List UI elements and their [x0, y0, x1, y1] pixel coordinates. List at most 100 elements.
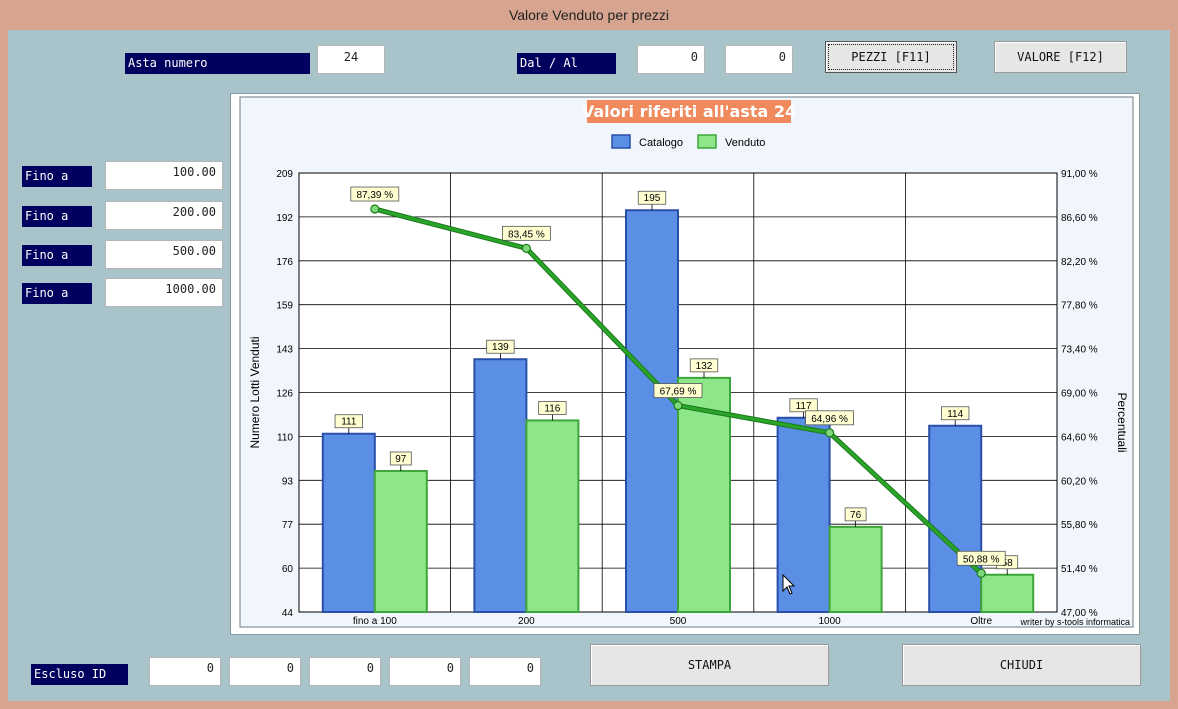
dal-al-label: Dal / Al: [517, 53, 616, 74]
percent-label-box: [501, 225, 551, 241]
data-label-box: [637, 190, 667, 205]
pezzi-button[interactable]: PEZZI [F11]: [825, 41, 957, 73]
chart-footer: writer by s-tools informatica: [1019, 617, 1130, 627]
legend-swatch-venduto: [697, 134, 717, 149]
fino-a-field-3[interactable]: 500.00: [105, 240, 223, 269]
percent-label: 83,45 %: [508, 229, 545, 240]
escluso-id-field-1[interactable]: 0: [149, 657, 221, 686]
legend-label-catalogo: Catalogo: [639, 137, 683, 149]
y2-tick-label: 69,00 %: [1061, 389, 1098, 400]
data-label-box: [844, 507, 867, 522]
percent-label: 87,39 %: [356, 190, 393, 201]
data-label-catalogo: 139: [492, 342, 509, 353]
y-tick-label: 126: [276, 389, 293, 400]
percent-point: [370, 204, 380, 214]
data-label-catalogo: 117: [796, 401, 812, 412]
x-tick-label: 500: [670, 616, 687, 627]
chart: 209 91,00 % 192 86,60 % 176 82,20 % 159 77,80 %…: [239, 96, 1134, 628]
bar-venduto: [525, 419, 580, 613]
percent-label-box: [350, 186, 400, 202]
chart-panel: 209 91,00 % 192 86,60 % 176 82,20 % 159 77,80 %…: [230, 93, 1140, 635]
window-title: Valore Venduto per prezzi: [508, 7, 670, 23]
percent-label-box: [956, 550, 1006, 566]
y-tick-label: 60: [282, 564, 294, 575]
y-axis-title: Numero Lotti Venduti: [248, 336, 262, 448]
valore-button[interactable]: VALORE [F12]: [994, 41, 1127, 73]
data-label-venduto: 116: [544, 403, 560, 414]
escluso-id-label: Escluso ID: [31, 664, 128, 685]
mouse-cursor-icon: [782, 574, 796, 595]
y-tick-label: 77: [282, 520, 294, 531]
fino-a-field-2[interactable]: 200.00: [105, 201, 223, 230]
legend-swatch-catalogo: [611, 134, 631, 149]
y-tick-label: 176: [276, 257, 293, 268]
percent-point: [976, 568, 986, 578]
fino-a-field-4[interactable]: 1000.00: [105, 278, 223, 307]
bar-venduto: [980, 573, 1035, 614]
data-label-catalogo: 195: [644, 193, 661, 204]
y2-axis-title: Percentuali: [1115, 392, 1129, 452]
bar-catalogo: [928, 424, 983, 613]
data-label-box: [538, 401, 567, 415]
data-label-venduto: 58: [1002, 558, 1014, 569]
asta-numero-field[interactable]: 24: [317, 45, 385, 74]
y-tick-label: 110: [277, 432, 293, 443]
escluso-id-field-2[interactable]: 0: [229, 657, 301, 686]
y-tick-label: 192: [276, 213, 293, 224]
x-tick-label: fino a 100: [353, 616, 397, 627]
y2-tick-label: 82,20 %: [1061, 257, 1098, 268]
fino-a-label-3: Fino a: [22, 245, 92, 266]
percent-point: [824, 428, 835, 438]
y-tick-label: 44: [282, 608, 294, 619]
y-tick-label: 209: [276, 169, 293, 180]
data-label-box: [689, 358, 719, 373]
bar-venduto: [828, 525, 883, 613]
fino-a-label-1: Fino a: [22, 166, 92, 187]
data-label-box: [389, 451, 412, 466]
bar-catalogo: [321, 432, 376, 613]
al-field[interactable]: 0: [725, 45, 793, 74]
y2-tick-label: 51,40 %: [1061, 564, 1098, 575]
chiudi-button[interactable]: CHIUDI: [902, 644, 1141, 686]
x-tick-label: 200: [518, 616, 535, 627]
percent-point: [673, 400, 683, 411]
stampa-button[interactable]: STAMPA: [590, 644, 829, 686]
data-label-box: [789, 398, 818, 413]
y2-tick-label: 47,00 %: [1061, 608, 1098, 619]
data-label-catalogo: 114: [947, 409, 963, 420]
escluso-id-field-4[interactable]: 0: [389, 657, 461, 686]
percent-label: 50,88 %: [963, 554, 1000, 565]
escluso-id-field-5[interactable]: 0: [469, 657, 541, 686]
y2-tick-label: 60,20 %: [1061, 476, 1098, 487]
y2-tick-label: 73,40 %: [1061, 345, 1098, 356]
percent-label-box: [653, 383, 703, 398]
y-tick-label: 143: [276, 345, 293, 356]
y2-tick-label: 91,00 %: [1061, 169, 1098, 180]
fino-a-label-2: Fino a: [22, 206, 92, 227]
data-label-catalogo: 111: [341, 417, 357, 428]
x-tick-label: Oltre: [970, 616, 992, 627]
percent-label: 67,69 %: [660, 387, 697, 398]
data-label-venduto: 132: [696, 361, 713, 372]
data-label-box: [334, 414, 363, 429]
fino-a-label-4: Fino a: [22, 283, 92, 304]
data-label-box: [941, 406, 970, 421]
asta-numero-label: Asta numero: [125, 53, 310, 74]
data-label-venduto: 97: [395, 454, 407, 465]
x-tick-label: 1000: [818, 616, 841, 627]
y2-tick-label: 77,80 %: [1061, 301, 1098, 312]
percent-point: [521, 243, 531, 253]
data-label-box: [486, 339, 515, 354]
y2-tick-label: 64,60 %: [1061, 432, 1098, 443]
dal-field[interactable]: 0: [637, 45, 705, 74]
bar-venduto: [373, 469, 428, 613]
escluso-id-field-3[interactable]: 0: [309, 657, 381, 686]
fino-a-field-1[interactable]: 100.00: [105, 161, 223, 190]
bar-catalogo: [473, 358, 528, 613]
bar-catalogo: [625, 209, 679, 614]
data-label-venduto: 76: [850, 510, 862, 521]
y-tick-label: 93: [282, 476, 294, 487]
chart-title: Valori riferiti all'asta 24: [582, 102, 796, 121]
chart-title-bg: [587, 100, 791, 123]
y2-tick-label: 86,60 %: [1061, 213, 1098, 224]
